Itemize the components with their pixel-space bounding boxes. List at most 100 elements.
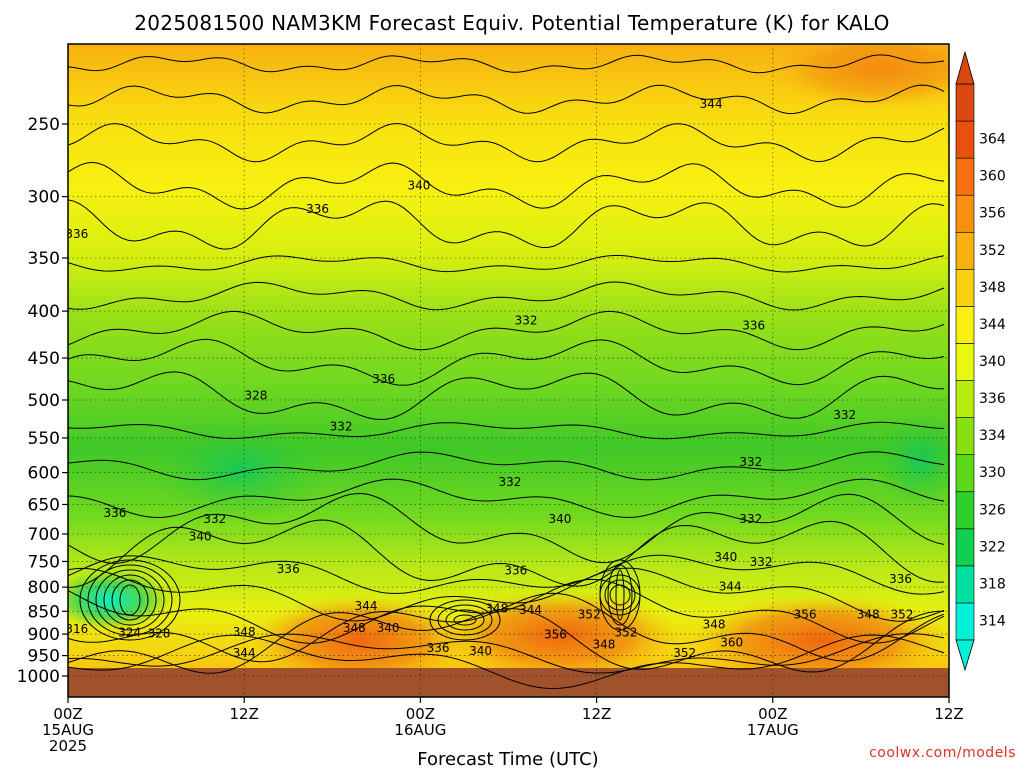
colorbar-label: 326 [979, 502, 1006, 518]
contour-line [429, 599, 501, 641]
contour-line [68, 421, 945, 440]
contour-label: 336 [65, 227, 88, 241]
contour-label: 316 [65, 622, 88, 636]
contour-line [68, 567, 945, 622]
contour-label: 336 [306, 202, 329, 216]
contour-line [95, 569, 165, 631]
colorbar-segment [955, 306, 975, 344]
x-tick-label: 12Z [934, 705, 963, 723]
contour-label: 352 [673, 646, 696, 660]
contour-label: 352 [615, 626, 638, 640]
colorbar-segment [955, 380, 975, 418]
contour-label: 352 [578, 608, 601, 622]
y-tick-label: 500 [28, 391, 60, 411]
contour-line [103, 574, 157, 626]
colorbar-segment [955, 528, 975, 567]
y-tick-label: 900 [28, 625, 60, 645]
x-tick-label: 12Z [582, 705, 611, 723]
contour-line [68, 478, 945, 519]
colorbar-segment [955, 491, 975, 530]
colorbar-top-arrow [955, 50, 975, 85]
contour-line [119, 584, 141, 616]
contour-line [68, 161, 945, 210]
contour-line [68, 84, 945, 114]
contour-label: 340 [548, 512, 571, 526]
colorbar: 314 318 322 326 330 334 336 340 344 348 352 356 360 3… [955, 50, 1006, 672]
plot-frame [67, 43, 950, 698]
colorbar-segment [955, 83, 975, 122]
y-tick-label: 300 [28, 188, 60, 208]
warm-region-top [770, 44, 949, 110]
y-tick-label: 1000 [17, 667, 60, 687]
x-tick-label: 17AUG [747, 721, 799, 739]
contour-line [111, 579, 149, 621]
contour-label: 336 [742, 318, 765, 332]
contour-line [68, 554, 945, 595]
colorbar-label: 314 [979, 613, 1006, 629]
x-tick-label: 12Z [230, 705, 259, 723]
contour-label: 352 [891, 608, 914, 622]
x-tick-label: 00Z [406, 705, 435, 723]
contour-label: 340 [407, 178, 430, 192]
plot-area: 336 336 340 344 332 336 336 328 332 332 332 332 336 3… [65, 44, 949, 697]
grid [68, 44, 949, 697]
contour-label: 340 [714, 550, 737, 564]
colorbar-segment [955, 454, 975, 493]
contour-label: 336 [277, 562, 300, 576]
x-tick-label: 15AUG [42, 721, 94, 739]
contour-label: 348 [485, 601, 508, 615]
contour-label: 348 [703, 618, 726, 632]
y-tick-label: 700 [28, 525, 60, 545]
contour-line [68, 255, 945, 273]
colorbar-segment [955, 231, 975, 270]
x-axis-label: Forecast Time (UTC) [417, 749, 598, 768]
colorbar-segment [955, 194, 975, 233]
colorbar-segment [955, 269, 975, 307]
y-tick-label: 450 [28, 349, 60, 369]
contour-line [604, 579, 636, 611]
contour-label: 356 [544, 627, 567, 641]
colorbar-label: 330 [979, 465, 1006, 481]
colorbar-label: 318 [979, 576, 1006, 592]
colorbar-segment [955, 417, 975, 455]
chart-title: 2025081500 NAM3KM Forecast Equiv. Potent… [134, 11, 889, 35]
colorbar-label: 348 [979, 280, 1006, 296]
contour-line [599, 574, 641, 616]
contour-labels: 336 336 340 344 332 336 336 328 332 332 332 332 336 3… [65, 97, 914, 660]
colorbar-label: 360 [979, 169, 1006, 185]
y-tick-label: 800 [28, 578, 60, 598]
y-axis: 250 300 350 400 450 500 550 600 650 700 750 800 850 9… [17, 115, 68, 687]
contour-label: 340 [469, 644, 492, 658]
contour-line [68, 371, 944, 421]
x-tick-label: 2025 [49, 737, 87, 755]
contour-label: 328 [148, 627, 171, 641]
warm-region-2 [440, 590, 680, 680]
colorbar-label: 322 [979, 539, 1006, 555]
warm-region-1 [250, 595, 470, 685]
y-tick-label: 950 [28, 647, 60, 667]
contour-line [445, 609, 485, 631]
colorbar-label: 364 [979, 132, 1006, 148]
colorbar-segment [955, 343, 975, 381]
contour-label: 344 [233, 646, 256, 660]
colorbar-label: 356 [979, 206, 1006, 222]
contour-label: 332 [750, 555, 773, 569]
y-tick-label: 650 [28, 495, 60, 515]
contour-line [609, 584, 631, 606]
contour-line [79, 559, 181, 641]
x-tick-label: 00Z [758, 705, 787, 723]
contour-line [68, 578, 945, 644]
contour-label: 332 [499, 475, 522, 489]
contour-label: 340 [189, 529, 212, 543]
contour-label: 360 [720, 635, 743, 649]
contour-label: 356 [794, 608, 817, 622]
colorbar-segment [955, 602, 975, 641]
contour-line [87, 564, 173, 636]
contour-line [68, 633, 945, 674]
contour-label: 324 [118, 626, 141, 640]
y-tick-label: 550 [28, 429, 60, 449]
contour-lines [68, 54, 945, 690]
contour-label: 328 [244, 388, 267, 402]
contour-label: 344 [519, 603, 542, 617]
